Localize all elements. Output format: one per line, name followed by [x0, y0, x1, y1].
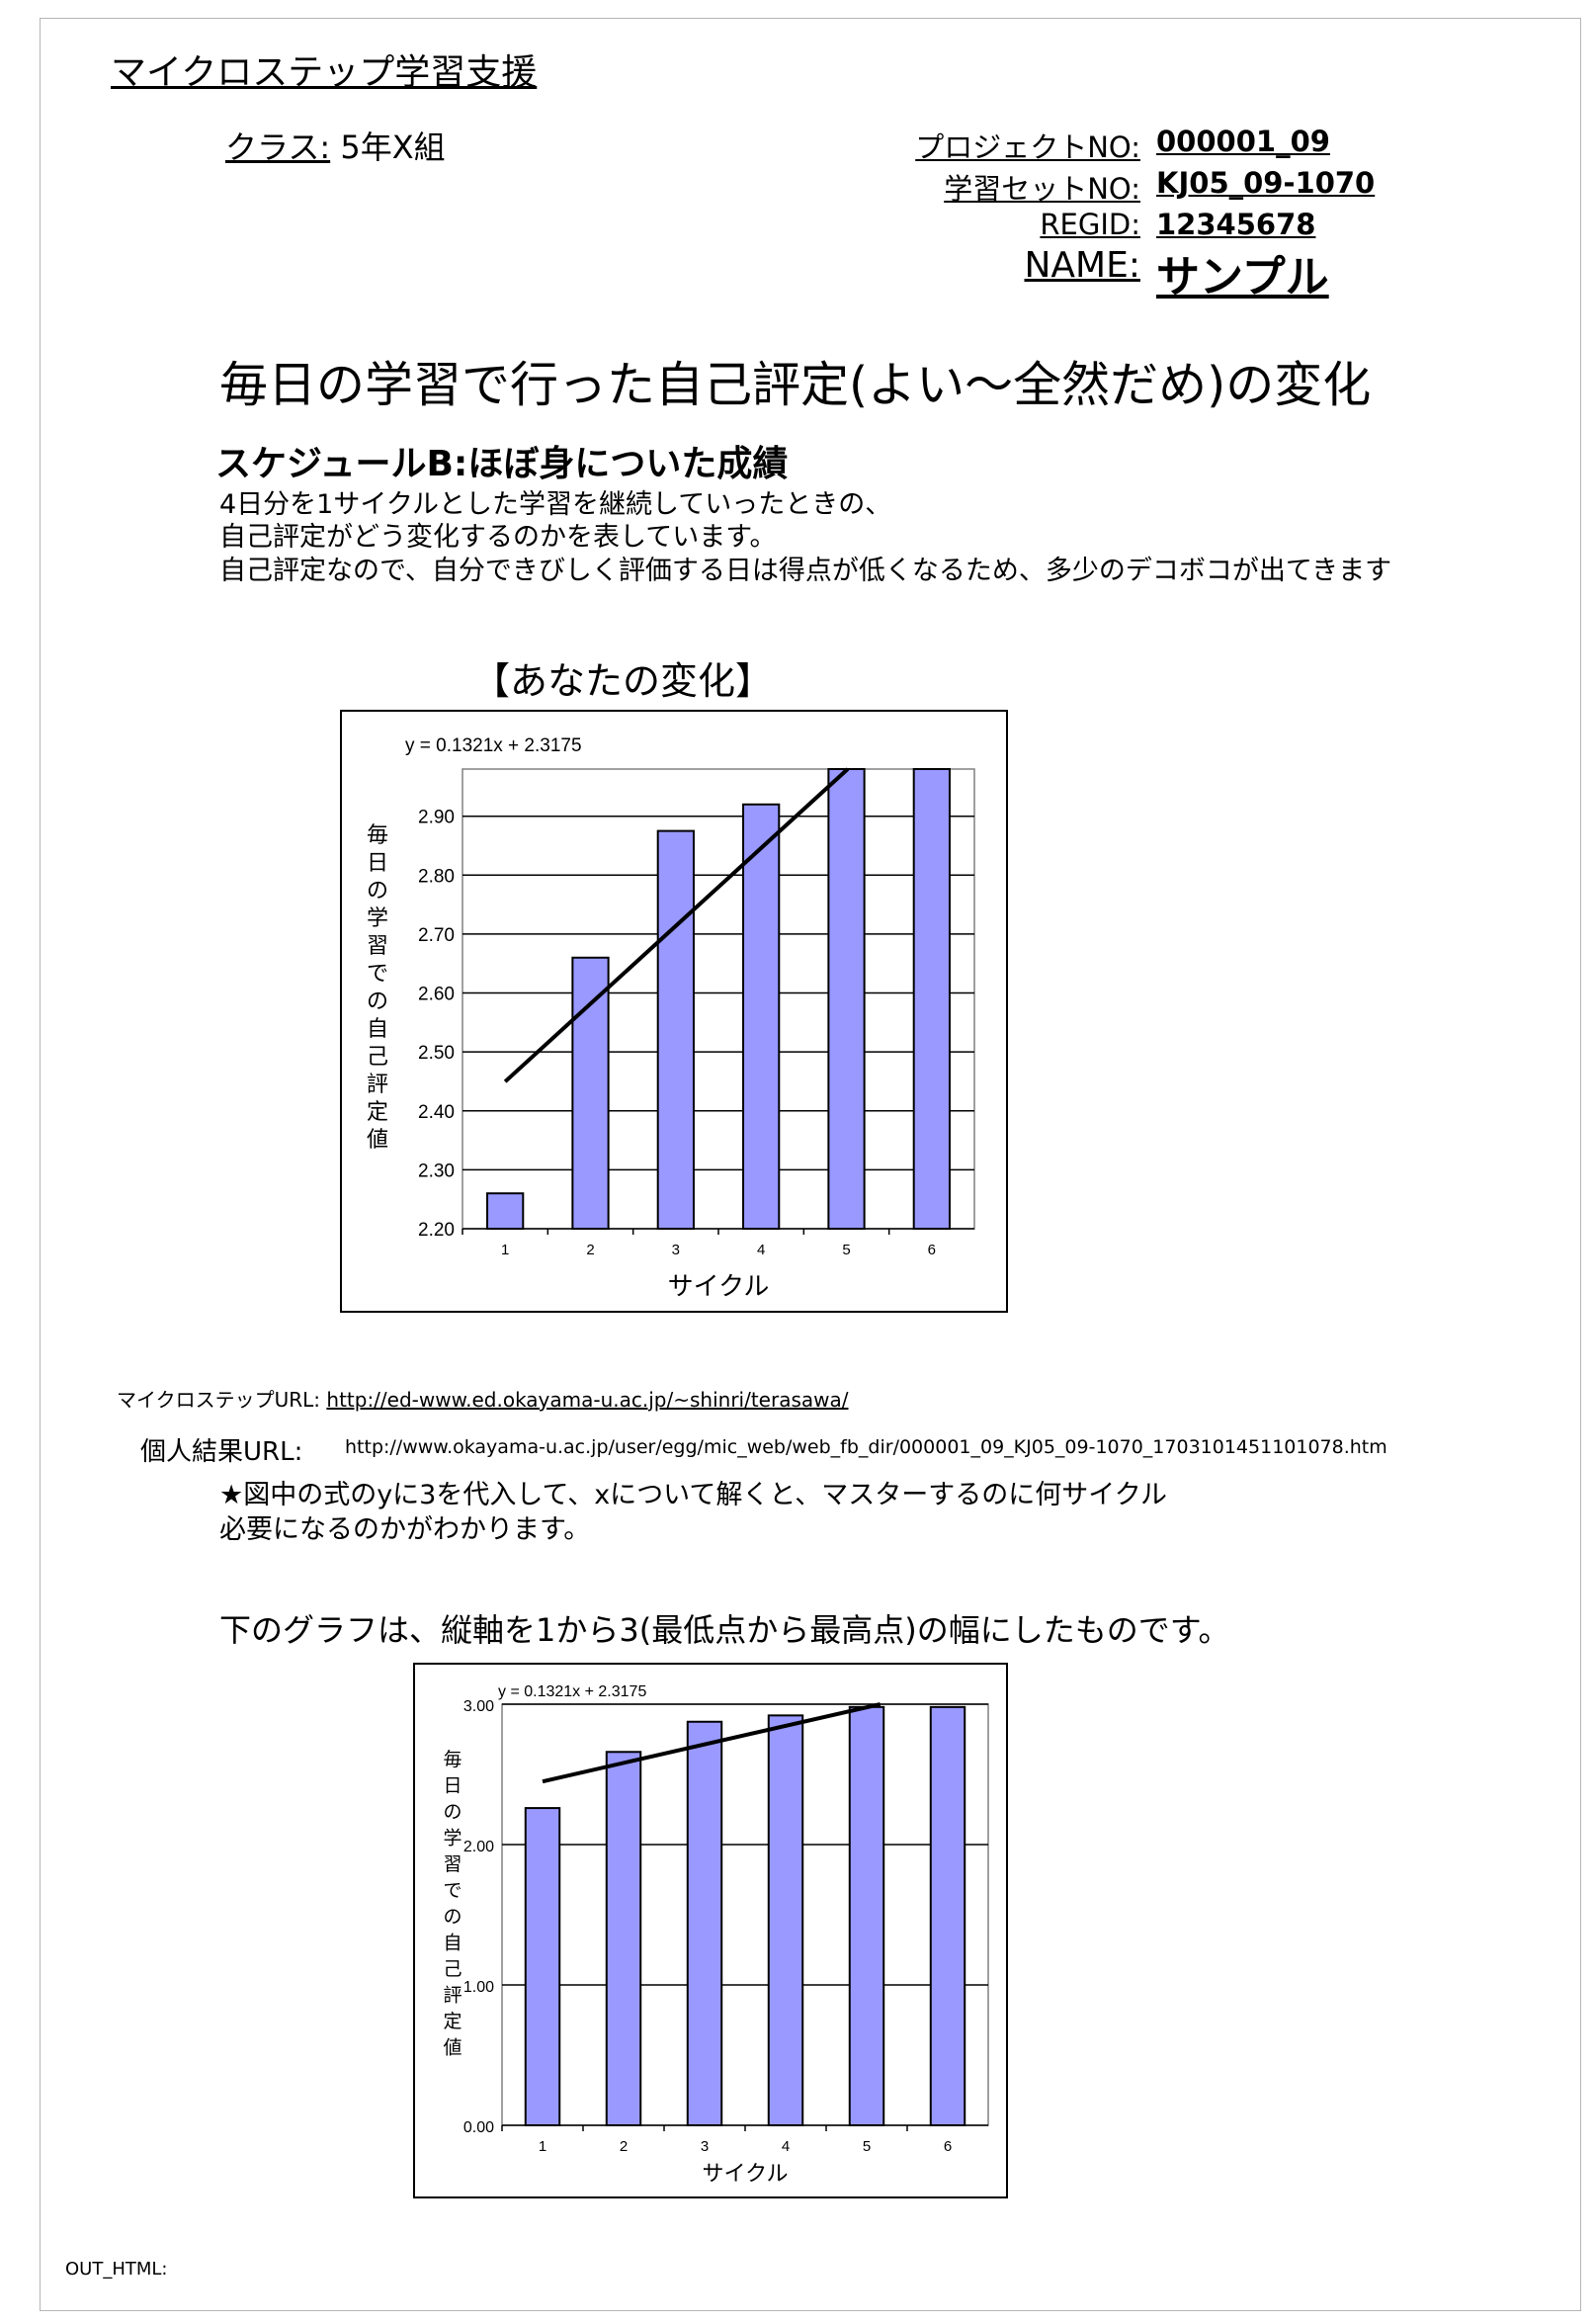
project-label: プロジェクトNO:: [915, 130, 1140, 164]
name-label: NAME:: [1024, 245, 1141, 286]
microstep-url-row: マイクロステップURL: http://ed-www.ed.okayama-u.…: [117, 1384, 849, 1413]
chart2-y-tick-label: 3.00: [463, 1698, 494, 1715]
chart1-y-tick-label: 2.20: [418, 1220, 455, 1241]
chart2-x-tick-label: 5: [863, 2138, 871, 2155]
chart1-y-tick-label: 2.70: [418, 925, 455, 946]
chart1-trendline-equation: y = 0.1321x + 2.3175: [405, 735, 582, 756]
note-line-2: 必要になるのかがわかります。: [219, 1514, 591, 1545]
description-line-2: 自己評定がどう変化するのかを表しています。: [219, 522, 777, 553]
chart2-y-tick-label: 2.00: [463, 1839, 494, 1855]
chart1-x-tick-label: 1: [501, 1242, 509, 1258]
chart1-y-tick-label: 2.80: [418, 866, 455, 887]
set-label: 学習セットNO:: [944, 172, 1140, 206]
regid-value: 12345678: [1156, 208, 1316, 241]
chart2-caption: 下のグラフは、縦軸を1から3(最低点から最高点)の幅にしたものです。: [219, 1611, 1230, 1649]
chart1-caption: 【あなたの変化】: [472, 659, 774, 703]
chart1-bar: [571, 956, 610, 1230]
chart2-bar: [524, 1807, 561, 2127]
chart1-bar: [742, 803, 781, 1231]
chart2-y-axis-label: 毎日の学習での自己評定値: [443, 1749, 462, 2059]
chart2-bar: [929, 1705, 966, 2127]
project-value: 000001_09: [1156, 125, 1330, 158]
chart1-bar: [912, 768, 951, 1230]
class-label: クラス:: [225, 129, 331, 166]
class-info: クラス: 5年X組: [225, 123, 446, 168]
page-heading: 毎日の学習で行った自己評定(よい〜全然だめ)の変化: [219, 357, 1372, 413]
description-line-1: 4日分を1サイクルとした学習を継続していったときの、: [219, 489, 892, 520]
name-value: サンプル: [1156, 252, 1329, 302]
chart1-y-tick-label: 2.60: [418, 985, 455, 1005]
set-value: KJ05_09-1070: [1156, 166, 1376, 200]
personal-url-label: 個人結果URL:: [140, 1437, 303, 1467]
regid-label: REGID:: [1040, 208, 1140, 241]
chart2-bar: [767, 1714, 804, 2127]
chart2-x-tick-label: 6: [944, 2138, 952, 2155]
schedule-title: スケジュールB:ほぼ身についた成績: [215, 444, 789, 484]
chart1-y-tick-label: 2.90: [418, 808, 455, 828]
chart2-bar: [848, 1705, 885, 2127]
chart2-trendline: [542, 1702, 881, 1784]
chart2-y-tick-label: 0.00: [463, 2119, 494, 2136]
chart1-bar: [486, 1192, 525, 1231]
chart1-y-tick-label: 2.50: [418, 1043, 455, 1064]
chart1-frame: 2.20 2.30 2.40 2.50 2.60 2.70 2.80 2.90 1 2 3 4 5 6 y …: [340, 710, 1008, 1313]
report-page: [40, 18, 1581, 2311]
footer-label: OUT_HTML:: [65, 2259, 168, 2280]
chart1-x-axis-label: サイクル: [668, 1272, 770, 1302]
chart2-bar: [605, 1751, 642, 2126]
chart2-frame: 0.00 1.00 2.00 3.00 1 2 3 4 5 6 y = 0.1321x + 2.31…: [413, 1663, 1008, 2198]
chart2-bar: [686, 1720, 723, 2126]
chart2-svg: 0.00 1.00 2.00 3.00 1 2 3 4 5 6 y = 0.1321x + 2.31…: [443, 1683, 989, 2187]
chart1-x-tick-label: 2: [586, 1242, 594, 1258]
app-title: マイクロステップ学習支援: [111, 52, 538, 93]
chart1-plot-area: [462, 768, 975, 1230]
chart1-x-tick-label: 3: [672, 1242, 680, 1258]
chart2-x-axis-label: サイクル: [703, 2162, 789, 2187]
chart2-x-tick-label: 1: [539, 2138, 546, 2155]
id-labels: プロジェクトNO: 学習セットNO: REGID: NAME:: [870, 123, 1140, 286]
chart2-trendline-equation: y = 0.1321x + 2.3175: [498, 1683, 646, 1700]
chart1-y-tick-label: 2.30: [418, 1161, 455, 1181]
class-value: 5年X組: [340, 129, 446, 166]
chart1-x-tick-label: 5: [842, 1242, 850, 1258]
chart1-trendline: [503, 767, 850, 1083]
note-line-1: ★図中の式のyに3を代入して、xについて解くと、マスターするのに何サイクル: [219, 1480, 1167, 1510]
chart2-y-tick-label: 1.00: [463, 1979, 494, 1996]
chart1-x-tick-label: 4: [757, 1242, 765, 1258]
chart1-y-tick-label: 2.40: [418, 1102, 455, 1123]
chart2-x-tick-label: 2: [620, 2138, 628, 2155]
chart1-bar: [827, 768, 866, 1230]
chart2-plot-area: [501, 1703, 989, 2126]
microstep-url-label: マイクロステップURL:: [117, 1388, 321, 1412]
chart2-x-tick-label: 4: [782, 2138, 790, 2155]
chart1-svg: 2.20 2.30 2.40 2.50 2.60 2.70 2.80 2.90 1 2 3 4 5 6 y …: [367, 735, 975, 1302]
personal-url-value[interactable]: http://www.okayama-u.ac.jp/user/egg/mic_…: [345, 1436, 1387, 1458]
microstep-url-link[interactable]: http://ed-www.ed.okayama-u.ac.jp/~shinri…: [326, 1388, 849, 1412]
chart1-x-tick-label: 6: [928, 1242, 936, 1258]
description-line-3: 自己評定なので、自分できびしく評価する日は得点が低くなるため、多少のデコボコが出…: [219, 556, 1392, 586]
chart1-bar: [656, 829, 695, 1230]
chart2-x-tick-label: 3: [701, 2138, 709, 2155]
chart1-y-axis-label: 毎日の学習での自己評定値: [367, 823, 388, 1153]
